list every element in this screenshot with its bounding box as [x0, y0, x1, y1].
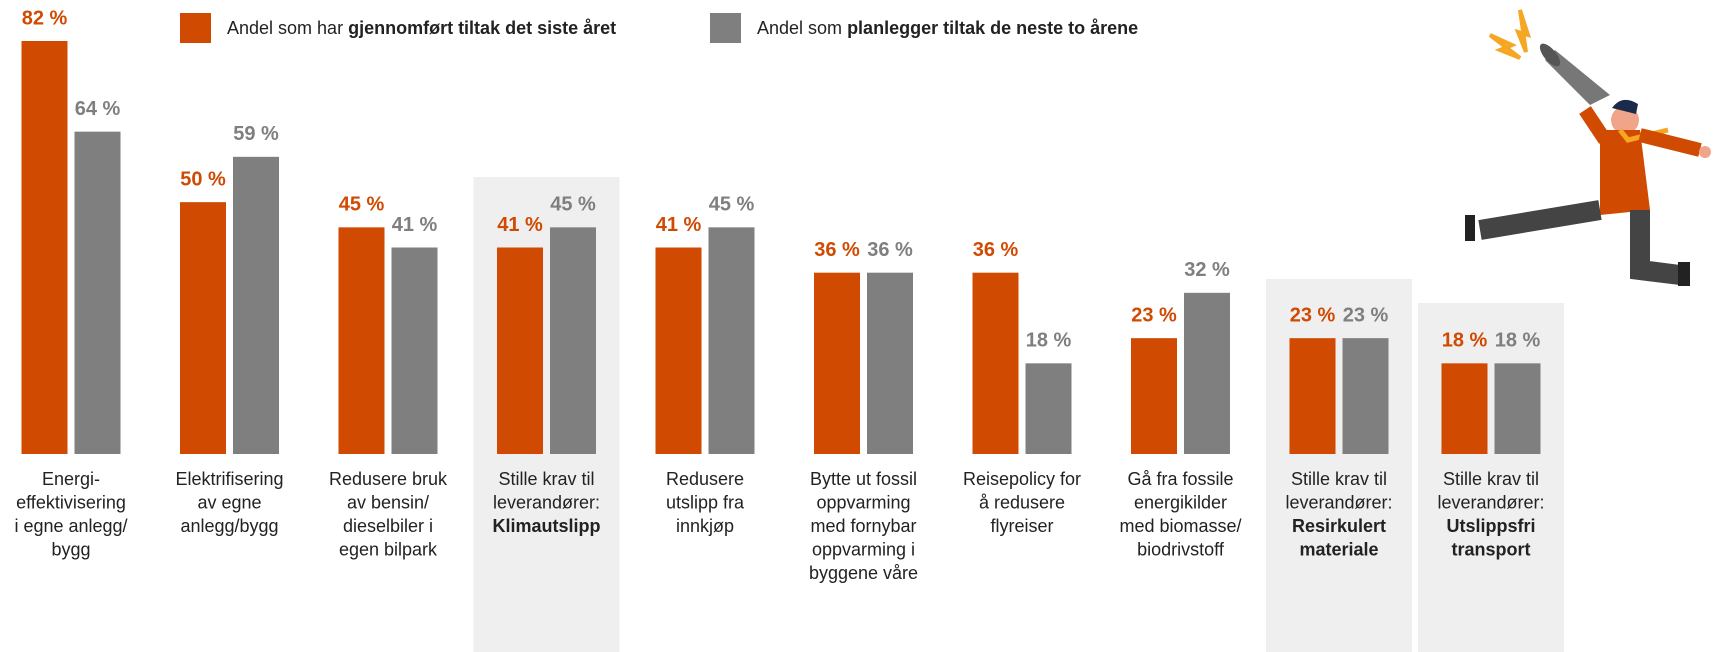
category-label: innkjøp: [676, 516, 734, 536]
category-label: utslipp fra: [666, 492, 745, 512]
category-label: med fornybar: [810, 516, 916, 536]
category-label-bold: transport: [1451, 539, 1530, 559]
legend-swatch: [710, 13, 741, 43]
bar: [74, 131, 121, 454]
illustration: [1465, 9, 1711, 286]
category-label: leverandører:: [1285, 492, 1392, 512]
bar: [1494, 363, 1541, 454]
highlight-box: [1418, 303, 1564, 652]
bar: [1184, 292, 1230, 454]
legend-label: Andel som har gjennomført tiltak det sis…: [227, 18, 616, 38]
category-label: Elektrifisering: [175, 469, 283, 489]
value-label: 50 %: [180, 168, 226, 190]
legend-plain: Andel som: [757, 18, 842, 38]
value-label: 41 %: [656, 214, 702, 236]
highlight-box: [1266, 279, 1412, 652]
value-label: 23 %: [1131, 304, 1177, 326]
value-label: 41 %: [392, 214, 438, 236]
value-label: 45 %: [550, 194, 596, 216]
legend-plain: Andel som har: [227, 18, 343, 38]
bar: [708, 227, 755, 454]
legend-swatch: [180, 13, 211, 43]
category-label: Stille krav til: [1443, 469, 1539, 489]
bar: [1025, 363, 1072, 454]
value-label: 18 %: [1026, 330, 1072, 352]
category-label-bold: materiale: [1299, 539, 1378, 559]
legend-label: Andel som planlegger tiltak de neste to …: [757, 18, 1138, 38]
category-label: i egne anlegg/: [14, 516, 127, 536]
category-label: energikilder: [1134, 492, 1227, 512]
value-label: 36 %: [867, 239, 913, 261]
bar: [814, 272, 860, 454]
value-label: 36 %: [814, 239, 860, 261]
category-label: oppvarming: [816, 492, 910, 512]
category-label: Reisepolicy for: [963, 469, 1081, 489]
bar: [391, 247, 438, 454]
value-label: 23 %: [1343, 304, 1389, 326]
bar: [233, 156, 279, 454]
category-label: Redusere: [666, 469, 744, 489]
bar: [1342, 338, 1389, 454]
bar: [180, 202, 226, 454]
category-label: Stille krav til: [1291, 469, 1387, 489]
value-label: 59 %: [233, 123, 279, 145]
category-label: med biomasse/: [1119, 516, 1241, 536]
highlight-box: [473, 177, 620, 652]
bar: [867, 272, 913, 454]
category-label: Stille krav til: [498, 469, 594, 489]
category-label: Redusere bruk: [329, 469, 448, 489]
category-label: Energi-: [42, 469, 100, 489]
bar: [338, 227, 385, 454]
bar: [1289, 338, 1336, 454]
value-label: 32 %: [1184, 259, 1230, 281]
category-label: av egne: [197, 492, 261, 512]
bar: [497, 247, 543, 454]
category-label-bold: Resirkulert: [1292, 516, 1386, 536]
category-label: av bensin/: [347, 492, 429, 512]
value-label: 41 %: [497, 214, 543, 236]
category-label-bold: Utslippsfri: [1446, 516, 1535, 536]
bar: [550, 227, 596, 454]
category-label: leverandører:: [493, 492, 600, 512]
category-label: dieselbiler i: [343, 516, 433, 536]
value-label: 45 %: [339, 194, 385, 216]
category-label: biodrivstoff: [1137, 539, 1225, 559]
category-label: byggene våre: [809, 563, 918, 583]
category-label: effektivisering: [16, 492, 126, 512]
value-label: 36 %: [973, 239, 1019, 261]
category-label: Gå fra fossile: [1127, 469, 1233, 489]
bar: [1441, 363, 1488, 454]
bar: [21, 41, 68, 454]
category-label: anlegg/bygg: [180, 516, 278, 536]
value-label: 18 %: [1442, 330, 1488, 352]
category-label: egen bilpark: [339, 539, 438, 559]
bar: [1131, 338, 1177, 454]
value-label: 18 %: [1495, 330, 1541, 352]
value-label: 23 %: [1290, 304, 1336, 326]
legend-bold: gjennomført tiltak det siste året: [348, 18, 616, 38]
bar: [655, 247, 702, 454]
category-label-bold: Klimautslipp: [492, 516, 600, 536]
category-label: flyreiser: [990, 516, 1053, 536]
value-label: 45 %: [709, 194, 755, 216]
category-label: leverandører:: [1437, 492, 1544, 512]
legend-bold: planlegger tiltak de neste to årene: [847, 18, 1138, 38]
value-label: 64 %: [75, 98, 121, 120]
bar: [972, 272, 1019, 454]
category-label: å redusere: [979, 492, 1065, 512]
category-label: Bytte ut fossil: [810, 469, 917, 489]
value-label: 82 %: [22, 7, 68, 29]
category-label: oppvarming i: [812, 539, 915, 559]
category-label: bygg: [51, 539, 90, 559]
